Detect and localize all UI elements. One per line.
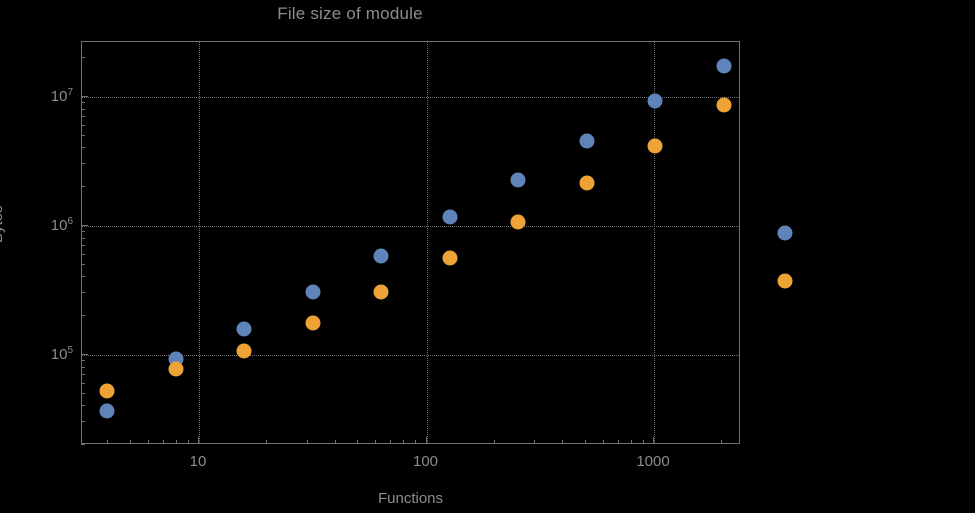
x-tick <box>187 440 189 444</box>
data-point <box>99 383 115 399</box>
data-point <box>305 284 321 300</box>
y-tick <box>81 186 85 188</box>
x-tick <box>162 440 164 444</box>
y-tick <box>81 163 85 165</box>
y-tick <box>81 354 88 355</box>
x-axis-label: Functions <box>377 490 444 507</box>
y-tick <box>81 230 85 232</box>
x-tick <box>147 440 149 444</box>
plot-frame <box>81 41 740 444</box>
data-point <box>236 321 252 337</box>
gridline-vertical-100 <box>426 42 428 443</box>
y-tick-label: 105 <box>50 345 73 363</box>
x-tick <box>493 440 495 444</box>
gridline-horizontal-2 <box>82 97 739 98</box>
y-tick <box>81 359 85 361</box>
x-tick <box>630 440 632 444</box>
data-point <box>442 250 458 266</box>
data-point <box>373 284 389 300</box>
y-tick <box>81 115 85 117</box>
y-tick <box>81 96 88 97</box>
y-tick <box>81 237 85 239</box>
x-tick <box>425 437 427 444</box>
x-tick <box>175 440 177 444</box>
x-tick <box>266 440 268 444</box>
gridline-vertical-1000 <box>654 42 655 443</box>
y-tick <box>81 225 88 226</box>
y-tick <box>81 108 85 110</box>
data-point <box>777 225 793 241</box>
y-tick <box>81 392 85 394</box>
data-point <box>579 133 595 149</box>
x-tick <box>306 440 308 444</box>
y-axis-label: Bytes <box>0 205 6 243</box>
plot-area <box>82 42 739 443</box>
x-tick <box>403 440 405 444</box>
data-point <box>99 403 115 419</box>
y-tick <box>81 253 85 255</box>
data-point <box>373 248 389 264</box>
data-point <box>579 175 595 191</box>
x-tick <box>534 440 536 444</box>
x-tick <box>334 440 336 444</box>
x-tick <box>562 440 564 444</box>
data-point <box>442 209 458 225</box>
x-tick <box>375 440 377 444</box>
x-tick <box>129 440 131 444</box>
data-point <box>716 97 732 113</box>
y-tick <box>81 276 85 278</box>
y-tick <box>81 315 85 317</box>
y-tick <box>81 147 85 149</box>
y-tick <box>81 382 85 384</box>
y-tick <box>81 57 85 59</box>
data-point <box>647 93 663 109</box>
y-tick-label: 106 <box>50 216 73 234</box>
y-tick <box>81 134 85 136</box>
data-point <box>647 138 663 154</box>
x-tick <box>617 440 619 444</box>
x-tick <box>642 440 644 444</box>
y-tick <box>81 292 85 294</box>
x-tick <box>107 440 109 444</box>
x-tick-label: 1000 <box>636 453 670 470</box>
y-tick <box>81 263 85 265</box>
data-point <box>305 315 321 331</box>
x-tick-label: 10 <box>189 453 207 470</box>
data-point <box>510 214 526 230</box>
x-tick <box>584 440 586 444</box>
y-tick <box>81 421 85 423</box>
y-tick <box>81 405 85 407</box>
y-tick <box>81 444 85 446</box>
x-tick <box>721 440 723 444</box>
data-point <box>236 343 252 359</box>
x-tick <box>602 440 604 444</box>
data-point <box>777 273 793 289</box>
y-tick <box>81 244 85 246</box>
y-tick <box>81 373 85 375</box>
x-tick <box>357 440 359 444</box>
y-tick-label: 107 <box>50 87 73 105</box>
x-tick <box>390 440 392 444</box>
x-tick <box>653 437 654 444</box>
chart-title: File size of module <box>277 4 423 23</box>
x-tick <box>415 440 417 444</box>
x-tick-label: 100 <box>412 453 439 470</box>
y-tick <box>81 101 85 103</box>
gridline-vertical-10 <box>199 42 200 443</box>
y-tick <box>81 124 85 126</box>
data-point <box>168 361 184 377</box>
x-tick <box>198 437 199 444</box>
y-tick <box>81 366 85 368</box>
gridline-horizontal-1 <box>82 226 739 227</box>
data-point <box>716 58 732 74</box>
gridline-horizontal-0 <box>82 355 739 356</box>
data-point <box>510 172 526 188</box>
